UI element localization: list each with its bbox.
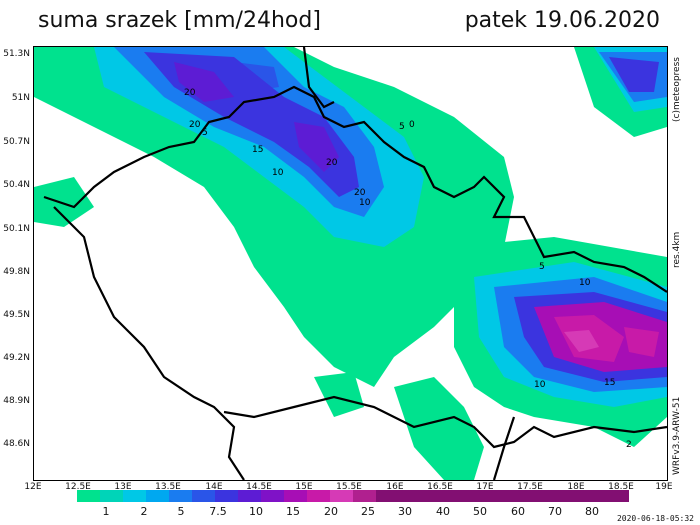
contour-label: 10 — [359, 198, 371, 208]
colorbar-label: 25 — [361, 505, 375, 518]
colorbar-segment — [537, 490, 560, 502]
x-tick-label: 15E — [295, 482, 313, 492]
colorbar-segment — [100, 490, 123, 502]
colorbar-label: 60 — [511, 505, 525, 518]
colorbar-segment — [284, 490, 307, 502]
colorbar-label: 10 — [249, 505, 263, 518]
border-north-poland — [302, 47, 335, 109]
colorbar-label: 80 — [585, 505, 599, 518]
contour-label: 20 — [326, 158, 338, 168]
resolution-label: res.4km — [672, 231, 682, 268]
contour-label: 5 — [399, 122, 405, 132]
contour-label: 15 — [604, 378, 615, 388]
x-tick-label: 15.5E — [336, 482, 362, 492]
colorbar-label: 40 — [436, 505, 450, 518]
colorbar-segment — [169, 490, 192, 502]
colorbar-segment — [330, 490, 353, 502]
colorbar-segment — [215, 490, 238, 502]
colorbar-segment — [491, 490, 514, 502]
colorbar-segment — [353, 490, 376, 502]
colorbar-label: 15 — [286, 505, 300, 518]
x-tick-label: 12E — [24, 482, 42, 492]
map-title: suma srazek [mm/24hod] — [38, 8, 321, 33]
y-tick-label: 49.5N — [3, 310, 30, 320]
y-tick-label: 51N — [11, 93, 30, 103]
colorbar-segment — [238, 490, 261, 502]
colorbar-label: 20 — [324, 505, 338, 518]
contour-label: 5 — [202, 128, 208, 138]
colorbar-label: 7.5 — [209, 505, 227, 518]
colorbar-segment — [77, 490, 100, 502]
precip-field: 20 20 5 15 10 20 20 10 5 0 5 10 10 15 2 — [34, 47, 667, 480]
colorbar-segment — [583, 490, 606, 502]
x-tick-label: 18E — [567, 482, 585, 492]
y-tick-label: 50.7N — [3, 137, 30, 147]
x-tick-label: 19E — [655, 482, 673, 492]
colorbar-label: 5 — [177, 505, 185, 518]
colorbar-label: 50 — [473, 505, 487, 518]
copyright-label: (c)meteopress — [672, 57, 682, 122]
run-timestamp: 2020-06-18-05:32 — [616, 514, 694, 523]
x-tick-label: 18.5E — [608, 482, 634, 492]
colorbar-label: 1 — [102, 505, 110, 518]
model-label: WRFv3.9-ARW-51 — [672, 396, 682, 475]
contour-label: 15 — [252, 145, 263, 155]
border-southern-river — [492, 416, 516, 480]
colorbar-segment — [192, 490, 215, 502]
contour-label: 10 — [579, 278, 591, 288]
colorbar-segment — [146, 490, 169, 502]
precip-colorbar — [77, 490, 629, 502]
precip-heavy-core — [174, 62, 667, 372]
colorbar-label: 2 — [140, 505, 148, 518]
colorbar-segment — [261, 490, 284, 502]
y-tick-label: 48.9N — [3, 396, 30, 406]
colorbar-label: 30 — [398, 505, 412, 518]
colorbar-segment — [560, 490, 583, 502]
y-tick-label: 51.3N — [3, 49, 30, 59]
y-tick-label: 48.6N — [3, 439, 30, 449]
contour-label: 20 — [354, 188, 366, 198]
colorbar-segment — [606, 490, 629, 502]
colorbar-segment — [445, 490, 468, 502]
colorbar-label: 70 — [548, 505, 562, 518]
x-tick-label: 17E — [476, 482, 494, 492]
contour-label: 10 — [272, 168, 284, 178]
colorbar-segment — [123, 490, 146, 502]
x-tick-label: 14.5E — [246, 482, 272, 492]
y-tick-label: 49.8N — [3, 267, 30, 277]
x-tick-label: 16E — [386, 482, 404, 492]
forecast-date: patek 19.06.2020 — [464, 8, 660, 33]
x-tick-label: 13.5E — [155, 482, 181, 492]
contour-label: 5 — [539, 262, 545, 272]
contour-label: 0 — [409, 120, 415, 130]
x-tick-label: 12.5E — [65, 482, 91, 492]
country-border — [43, 85, 667, 293]
contour-label: 20 — [189, 120, 201, 130]
y-tick-label: 50.1N — [3, 224, 30, 234]
contour-label: 20 — [184, 88, 196, 98]
country-border-south — [53, 206, 245, 480]
colorbar-segment — [307, 490, 330, 502]
colorbar-segment — [399, 490, 422, 502]
colorbar-segment — [422, 490, 445, 502]
x-tick-label: 16.5E — [427, 482, 453, 492]
colorbar-segment — [468, 490, 491, 502]
colorbar-segment — [376, 490, 399, 502]
x-tick-label: 17.5E — [517, 482, 543, 492]
colorbar-segment — [514, 490, 537, 502]
y-tick-label: 50.4N — [3, 180, 30, 190]
precipitation-map: 20 20 5 15 10 20 20 10 5 0 5 10 10 15 2 — [33, 46, 668, 481]
y-tick-label: 49.2N — [3, 353, 30, 363]
x-tick-label: 14E — [205, 482, 223, 492]
x-tick-label: 13E — [114, 482, 132, 492]
contour-label: 10 — [534, 380, 546, 390]
country-border-bottom — [223, 395, 667, 449]
contour-label: 2 — [626, 440, 632, 450]
